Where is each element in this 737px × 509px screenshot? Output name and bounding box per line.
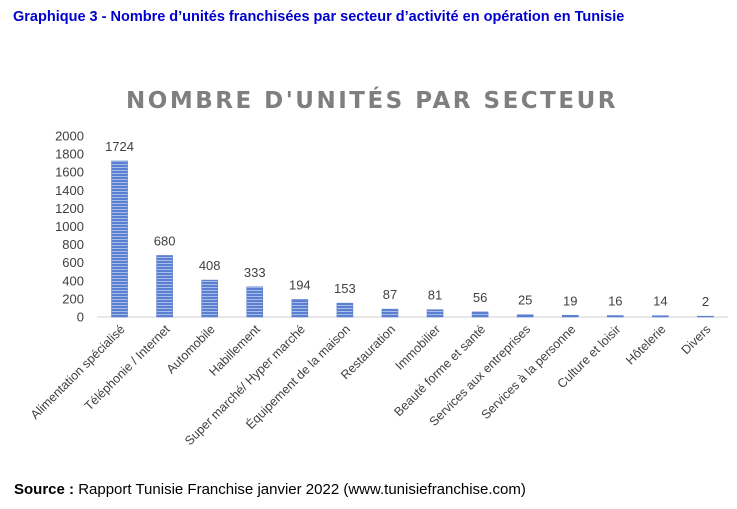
y-tick-label: 200	[62, 291, 84, 306]
y-tick-label: 0	[77, 310, 84, 325]
y-tick-label: 400	[62, 273, 84, 288]
y-tick-label: 2000	[55, 129, 84, 144]
bar-value-label: 87	[383, 287, 397, 302]
bar-value-label: 56	[473, 290, 487, 305]
chart-caption: Graphique 3 - Nombre d’unités franchisée…	[13, 9, 625, 25]
bar-value-label: 333	[244, 265, 266, 280]
bar-value-label: 153	[334, 281, 356, 296]
source-note: Source : Rapport Tunisie Franchise janvi…	[14, 481, 526, 498]
y-axis: 0 200 400 600 800 1000 1200 1400 1600 1800 2000	[55, 129, 84, 325]
bar	[426, 309, 444, 318]
bar-chart: NOMBRE D'UNITÉS PAR SECTEUR 0 200 400 600 80…	[28, 86, 728, 448]
bar-value-label: 408	[199, 258, 221, 273]
bars-group	[111, 160, 714, 318]
bar-value-label: 2	[702, 294, 709, 309]
y-tick-label: 1400	[55, 183, 84, 198]
y-tick-label: 1600	[55, 165, 84, 180]
value-labels-group: 1724 680 408 333 194 153 87 81 56 25 19 16 14 2	[105, 139, 709, 309]
x-tick-label: Téléphonie / Internet	[82, 322, 173, 413]
bar-value-label: 194	[289, 277, 311, 292]
y-tick-label: 1000	[55, 219, 84, 234]
bar	[607, 315, 624, 318]
bar-value-label: 16	[608, 294, 622, 309]
bar	[652, 315, 669, 318]
bar	[561, 314, 579, 318]
bar	[381, 308, 399, 318]
source-text: Rapport Tunisie Franchise janvier 2022 (…	[78, 481, 526, 498]
bar	[471, 311, 489, 318]
bar	[516, 314, 534, 318]
bar	[201, 279, 218, 318]
bar	[156, 255, 173, 318]
bar-value-label: 680	[154, 233, 176, 248]
y-tick-label: 800	[62, 237, 84, 252]
x-tick-label: Divers	[679, 322, 714, 357]
bar	[291, 299, 309, 318]
bar-value-label: 81	[428, 288, 442, 303]
bar	[111, 160, 128, 318]
bar	[336, 302, 354, 318]
chart-title: NOMBRE D'UNITÉS PAR SECTEUR	[126, 86, 618, 114]
y-tick-label: 600	[62, 255, 84, 270]
bar-value-label: 1724	[105, 139, 134, 154]
bar	[246, 286, 264, 318]
source-label: Source :	[14, 481, 75, 498]
bar	[697, 315, 714, 318]
bar-value-label: 14	[653, 294, 667, 309]
bar-value-label: 19	[563, 293, 577, 308]
bar-value-label: 25	[518, 293, 532, 308]
x-tick-label: Hôtelerie	[623, 322, 668, 367]
y-tick-label: 1200	[55, 201, 84, 216]
y-tick-label: 1800	[55, 147, 84, 162]
